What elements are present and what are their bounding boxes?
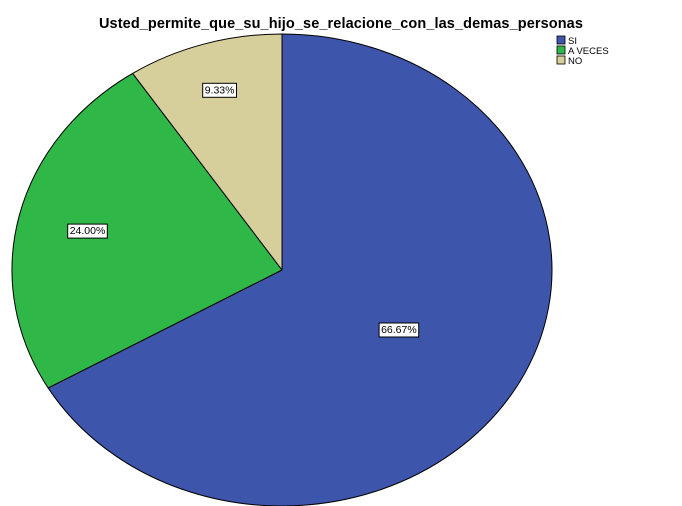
- chart-title: Usted_permite_que_su_hijo_se_relacione_c…: [98, 16, 584, 32]
- data-label-text: 9.33%: [205, 84, 235, 96]
- legend-swatch: [556, 35, 566, 45]
- data-label-box: [202, 82, 237, 98]
- legend-swatch: [556, 45, 566, 55]
- pie-slice-no: [132, 33, 283, 271]
- pie-slice-a-veces: [11, 72, 283, 389]
- legend-label: SI: [568, 36, 577, 47]
- legend-item-no: NO: [556, 55, 582, 67]
- pie-slices: [11, 33, 553, 506]
- pie-slice-si: [47, 33, 553, 506]
- legend-label: A VECES: [568, 46, 609, 57]
- data-label-si: 66.67%: [378, 322, 420, 338]
- pie-data-labels: 66.67% 24.00% 9.33%: [67, 82, 420, 338]
- legend-item-a-veces: A VECES: [556, 45, 609, 57]
- data-label-box: [67, 223, 108, 239]
- legend-swatch: [556, 55, 566, 65]
- data-label-no: 9.33%: [202, 82, 237, 98]
- legend-item-si: SI: [556, 35, 577, 47]
- legend-label: NO: [568, 56, 582, 67]
- data-label-text: 24.00%: [70, 225, 106, 237]
- data-label-box: [378, 322, 420, 338]
- data-label-a-veces: 24.00%: [67, 223, 108, 239]
- data-label-text: 66.67%: [381, 324, 417, 336]
